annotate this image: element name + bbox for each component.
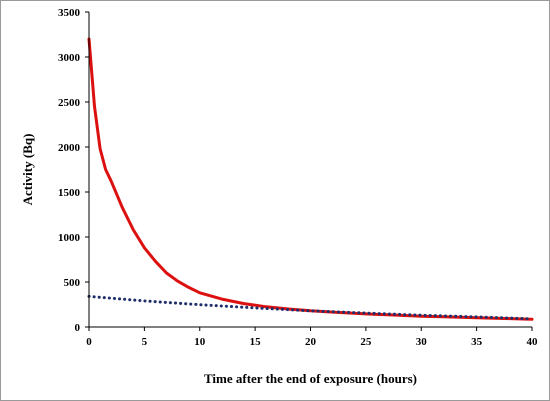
y-tick-label: 1000 <box>58 232 81 244</box>
x-tick-label: 0 <box>86 336 92 348</box>
x-tick-label: 15 <box>250 336 262 348</box>
x-tick-label: 5 <box>142 336 148 348</box>
x-tick-label: 30 <box>416 336 428 348</box>
y-tick-label: 2000 <box>58 142 81 154</box>
x-tick-label: 10 <box>194 336 206 348</box>
y-tick-label: 2500 <box>58 97 81 109</box>
x-axis-title: Time after the end of exposure (hours) <box>204 371 417 386</box>
y-tick-label: 3500 <box>58 7 81 19</box>
y-tick-label: 3000 <box>58 52 81 64</box>
series-layer <box>87 37 534 321</box>
y-tick-label: 500 <box>64 277 81 289</box>
ticks-layer: 0 500 1000 1500 2000 2500 3000 3500 0 5 10 15 20 25 30… <box>58 7 538 348</box>
y-tick-label: 1500 <box>58 187 81 199</box>
y-tick-label: 0 <box>75 322 81 334</box>
series-line-2 <box>87 294 534 321</box>
x-tick-label: 35 <box>471 336 483 348</box>
series-line-1 <box>87 37 534 321</box>
x-tick-label: 25 <box>360 336 372 348</box>
x-tick-label: 40 <box>527 336 539 348</box>
x-tick-label: 20 <box>305 336 317 348</box>
y-axis-title: Activity (Bq) <box>20 134 35 206</box>
